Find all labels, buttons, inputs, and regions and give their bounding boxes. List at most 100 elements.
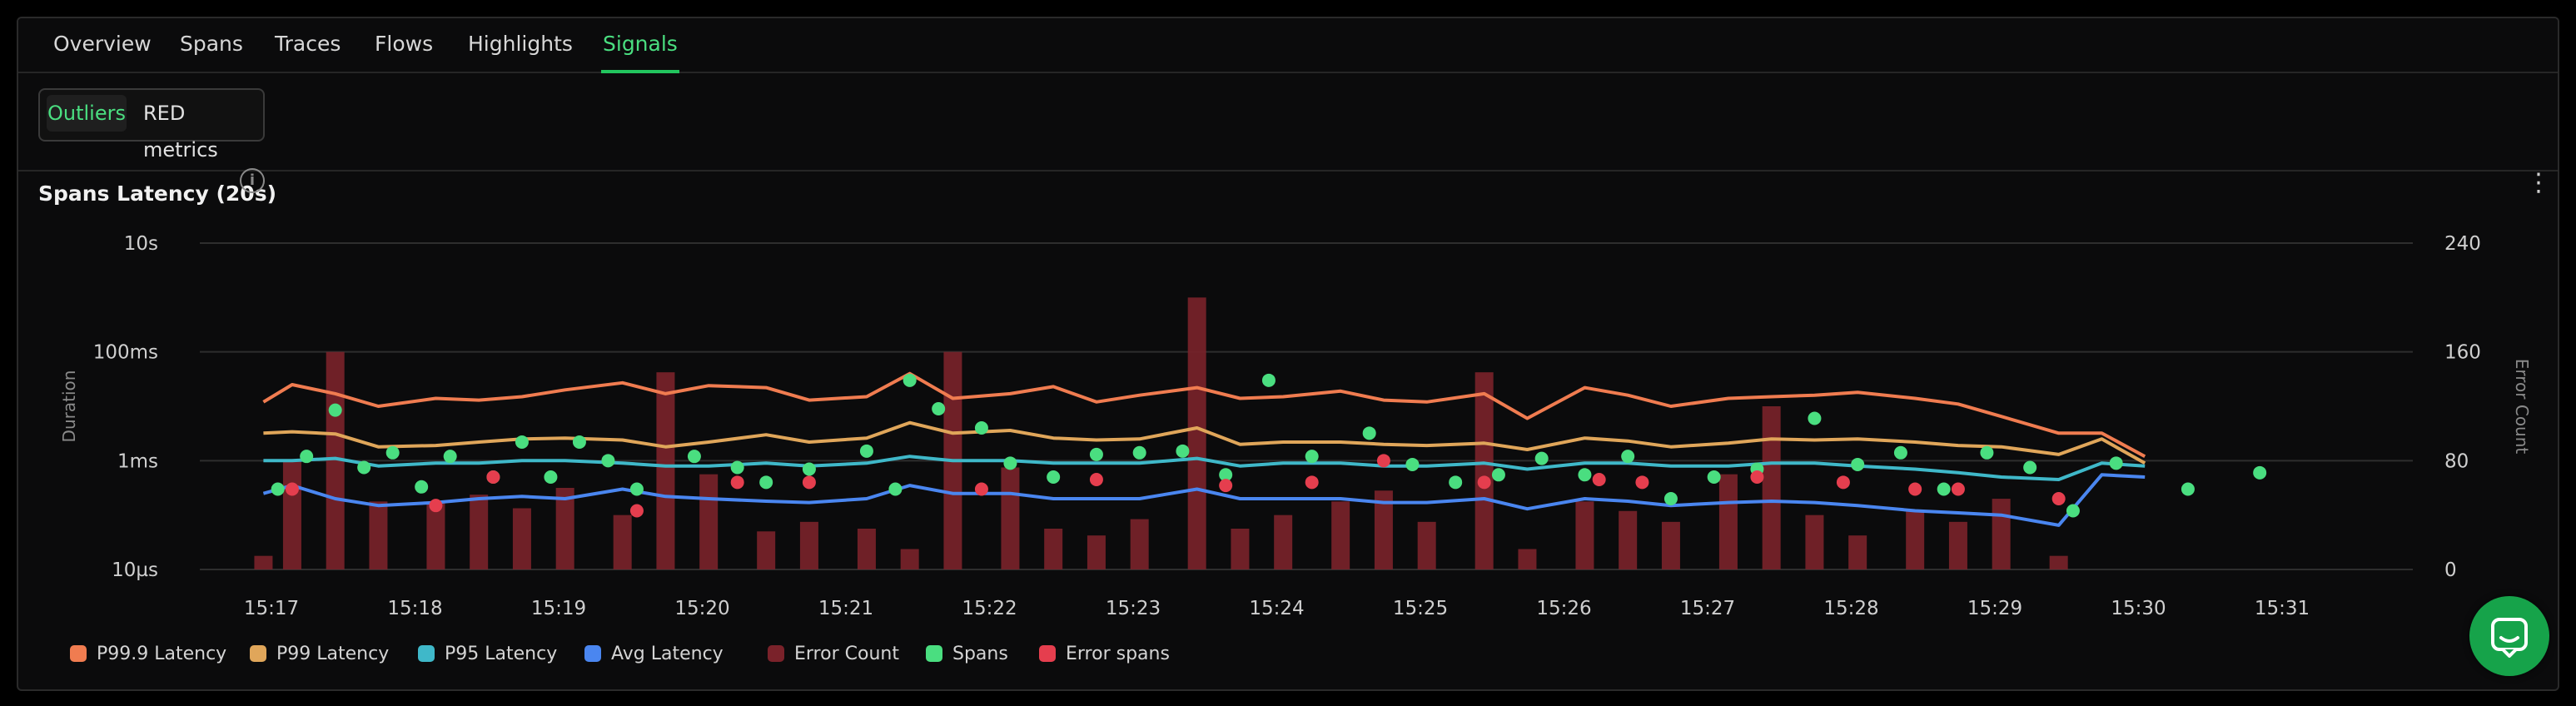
error-span-point bbox=[1908, 482, 1922, 496]
error-count-bar bbox=[254, 555, 273, 569]
legend-label: Error spans bbox=[1066, 644, 1170, 664]
signals-panel: Overview Spans Traces Flows Highlights S… bbox=[17, 17, 2559, 691]
span-points bbox=[271, 373, 2267, 518]
panel-title: Spans Latency (20s) bbox=[38, 181, 276, 206]
y-tick-label: 100ms bbox=[93, 342, 158, 364]
y-tick-label: 10µs bbox=[112, 559, 158, 581]
legend-error-count[interactable]: Error Count bbox=[768, 638, 899, 671]
span-point bbox=[1663, 491, 1678, 505]
tab-traces[interactable]: Traces bbox=[275, 32, 341, 56]
view-mode-toggle: Outliers RED metrics bbox=[38, 88, 265, 162]
tab-signals[interactable]: Signals bbox=[601, 18, 679, 73]
error-count-bar bbox=[1474, 372, 1494, 569]
error-count-bar bbox=[1718, 474, 1738, 569]
x-tick-label: 15:25 bbox=[1393, 598, 1448, 619]
y2-tick-label: 80 bbox=[2444, 450, 2469, 472]
error-span-point bbox=[1089, 472, 1103, 486]
legend-label: P99.9 Latency bbox=[97, 644, 227, 664]
span-point bbox=[1707, 470, 1721, 485]
x-tick-label: 15:19 bbox=[531, 598, 586, 619]
legend-swatch bbox=[418, 645, 435, 662]
chat-glyph bbox=[2491, 618, 2528, 658]
span-point bbox=[629, 482, 644, 496]
error-count-bar bbox=[613, 515, 632, 569]
legend-label: Error Count bbox=[794, 644, 899, 664]
legend-spans[interactable]: Spans bbox=[926, 638, 1008, 671]
span-point bbox=[1851, 457, 1865, 471]
view-mode-bar: Outliers RED metrics bbox=[18, 73, 2558, 172]
legend-error-spans[interactable]: Error spans bbox=[1039, 638, 1170, 671]
y-axis-title: Duration bbox=[59, 370, 79, 443]
legend-label: Spans bbox=[952, 644, 1008, 664]
span-point bbox=[1980, 445, 1994, 460]
span-point bbox=[1261, 373, 1276, 387]
span-point bbox=[1047, 470, 1061, 485]
error-count-bar bbox=[1762, 406, 1781, 569]
chat-bubble-icon[interactable] bbox=[2469, 596, 2549, 676]
error-span-point bbox=[285, 482, 299, 496]
y2-tick-label: 240 bbox=[2444, 233, 2481, 255]
legend-p999[interactable]: P99.9 Latency bbox=[70, 638, 226, 671]
legend-avg[interactable]: Avg Latency bbox=[584, 638, 724, 671]
error-span-point bbox=[1836, 475, 1850, 490]
error-span-point bbox=[1376, 454, 1390, 468]
red-metrics-button[interactable]: RED metrics bbox=[143, 102, 218, 162]
error-count-bar bbox=[1619, 510, 1638, 569]
span-point bbox=[888, 482, 903, 496]
latency-chart: 10s 100ms 1ms 10µs 240 160 80 0 Duration Error Co… bbox=[59, 233, 2532, 619]
chart-grid bbox=[200, 242, 2413, 570]
legend-swatch bbox=[584, 645, 601, 662]
info-icon[interactable]: i bbox=[240, 168, 265, 193]
error-count-bar bbox=[1044, 529, 1063, 569]
error-count-bar bbox=[1087, 535, 1106, 569]
span-point bbox=[1219, 468, 1233, 482]
span-point bbox=[2181, 482, 2195, 496]
error-count-bar bbox=[1374, 490, 1393, 569]
error-count-bar bbox=[656, 372, 675, 569]
span-point bbox=[415, 480, 429, 494]
outliers-button[interactable]: Outliers bbox=[47, 95, 127, 132]
legend-p95[interactable]: P95 Latency bbox=[418, 638, 557, 671]
span-point bbox=[730, 460, 744, 475]
tab-spans[interactable]: Spans bbox=[180, 32, 243, 56]
tab-bar: Overview Spans Traces Flows Highlights S… bbox=[18, 18, 2558, 73]
error-span-point bbox=[1219, 479, 1233, 493]
latency-line bbox=[263, 420, 2146, 465]
span-point bbox=[1003, 456, 1017, 470]
span-point bbox=[1621, 450, 1635, 464]
legend-p99[interactable]: P99 Latency bbox=[250, 638, 389, 671]
x-tick-label: 15:21 bbox=[818, 598, 873, 619]
error-span-point bbox=[486, 470, 500, 485]
legend-swatch bbox=[768, 645, 784, 662]
error-count-bar bbox=[1575, 501, 1594, 569]
error-count-bar bbox=[1805, 515, 1824, 569]
span-point bbox=[443, 450, 457, 464]
error-span-point bbox=[1592, 472, 1606, 486]
latency-line bbox=[262, 371, 2146, 458]
span-point bbox=[1405, 457, 1420, 471]
span-point bbox=[1449, 475, 1463, 490]
error-count-bar bbox=[1130, 519, 1149, 569]
tab-highlights[interactable]: Highlights bbox=[468, 32, 573, 56]
x-tick-label: 15:28 bbox=[1823, 598, 1878, 619]
error-span-point bbox=[2051, 491, 2066, 505]
x-tick-label: 15:22 bbox=[962, 598, 1017, 619]
span-point bbox=[687, 450, 701, 464]
tab-flows[interactable]: Flows bbox=[375, 32, 434, 56]
y2-tick-label: 160 bbox=[2444, 342, 2481, 364]
error-span-point bbox=[1477, 475, 1491, 490]
span-point bbox=[1132, 445, 1146, 460]
x-tick-label: 15:29 bbox=[1967, 598, 2022, 619]
error-count-bar bbox=[900, 549, 919, 569]
y-tick-label: 10s bbox=[124, 233, 158, 255]
error-count-bar bbox=[1231, 529, 1250, 569]
error-count-bar bbox=[1518, 549, 1537, 569]
span-point bbox=[903, 373, 917, 387]
error-count-bar bbox=[1906, 510, 1925, 569]
error-count-bar bbox=[1331, 501, 1350, 569]
error-span-point bbox=[974, 482, 988, 496]
error-count-bar bbox=[426, 501, 445, 569]
span-point bbox=[859, 444, 873, 458]
error-span-point bbox=[1951, 482, 1965, 496]
tab-overview[interactable]: Overview bbox=[53, 32, 152, 56]
